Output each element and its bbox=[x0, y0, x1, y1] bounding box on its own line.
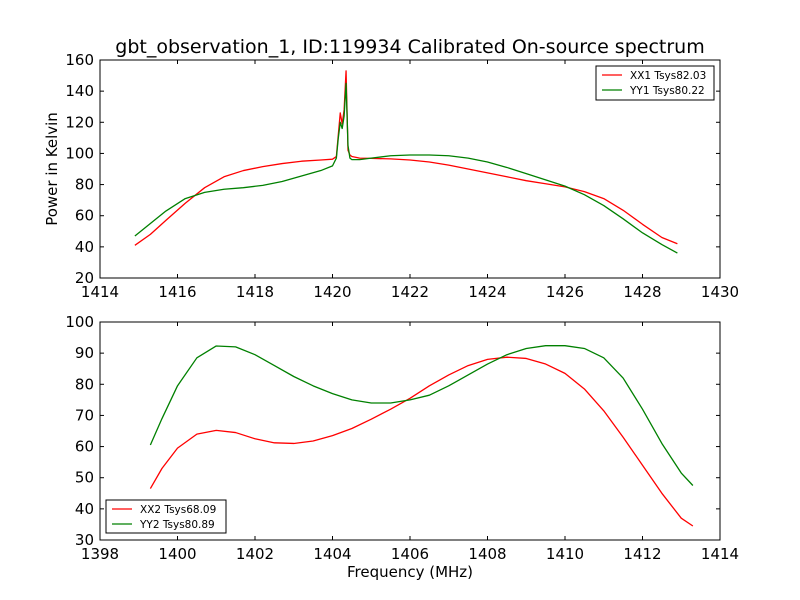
series-line-2-2 bbox=[149, 345, 694, 486]
y-axis-label: Power in Kelvin bbox=[43, 112, 61, 226]
legend: XX1 Tsys82.03 YY1 Tsys80.22 bbox=[595, 65, 715, 101]
y-tick-label: 100 bbox=[65, 313, 94, 331]
x-tick-label: 1430 bbox=[701, 283, 739, 301]
x-tick-label: 1398 bbox=[81, 545, 119, 563]
x-tick-label: 1416 bbox=[158, 283, 196, 301]
y-tick-label: 60 bbox=[75, 438, 94, 456]
x-tick-label: 1424 bbox=[468, 283, 506, 301]
legend-label: YY2 Tsys80.89 bbox=[139, 519, 215, 531]
legend-label: XX2 Tsys68.09 bbox=[140, 504, 216, 516]
legend-frame bbox=[105, 499, 227, 534]
subplot-2: 1398 1400 1402 1404 1406 1408 1410 1412 1414 30 40… bbox=[65, 313, 739, 581]
y-tick-label: 70 bbox=[75, 406, 94, 424]
y-tick-label: 120 bbox=[65, 113, 94, 131]
y-tick-label: 60 bbox=[75, 207, 94, 225]
legend: XX2 Tsys68.09 YY2 Tsys80.89 bbox=[105, 499, 227, 534]
y-tick-label: 90 bbox=[75, 344, 94, 362]
x-tick-label: 1402 bbox=[236, 545, 274, 563]
x-axis-label: Frequency (MHz) bbox=[347, 563, 473, 581]
y-tick-label: 30 bbox=[75, 531, 94, 549]
x-tick-label: 1428 bbox=[623, 283, 661, 301]
y-tick-label: 160 bbox=[65, 51, 94, 69]
x-tick-label: 1414 bbox=[701, 545, 739, 563]
y-tick-label: 80 bbox=[75, 375, 94, 393]
x-tick-label: 1404 bbox=[313, 545, 351, 563]
series-line-2-1 bbox=[149, 356, 694, 527]
y-tick-label: 50 bbox=[75, 469, 94, 487]
plots-container: 1414 1416 1418 1420 1422 1424 1426 1428 1430 20 40… bbox=[43, 51, 739, 581]
figure-title: gbt_observation_1, ID:119934 Calibrated … bbox=[115, 36, 704, 58]
y-tick-label: 40 bbox=[75, 500, 94, 518]
subplot-1: 1414 1416 1418 1420 1422 1424 1426 1428 1430 20 40… bbox=[43, 51, 739, 301]
y-tick-label: 20 bbox=[75, 269, 94, 287]
x-tick-label: 1406 bbox=[391, 545, 429, 563]
x-tick-label: 1422 bbox=[391, 283, 429, 301]
legend-label: YY1 Tsys80.22 bbox=[629, 85, 705, 97]
x-tick-label: 1412 bbox=[623, 545, 661, 563]
x-tick-label: 1414 bbox=[81, 283, 119, 301]
y-tick-label: 80 bbox=[75, 176, 94, 194]
x-tick-label: 1426 bbox=[546, 283, 584, 301]
legend-label: XX1 Tsys82.03 bbox=[630, 70, 706, 82]
series-line-1-2 bbox=[134, 82, 678, 254]
x-tick-label: 1418 bbox=[236, 283, 274, 301]
y-tick-label: 40 bbox=[75, 238, 94, 256]
y-tick-label: 100 bbox=[65, 144, 94, 162]
legend-frame bbox=[595, 65, 715, 101]
x-tick-label: 1408 bbox=[468, 545, 506, 563]
x-tick-label: 1410 bbox=[546, 545, 584, 563]
x-tick-label: 1400 bbox=[158, 545, 196, 563]
x-tick-label: 1420 bbox=[313, 283, 351, 301]
y-tick-label: 140 bbox=[65, 82, 94, 100]
